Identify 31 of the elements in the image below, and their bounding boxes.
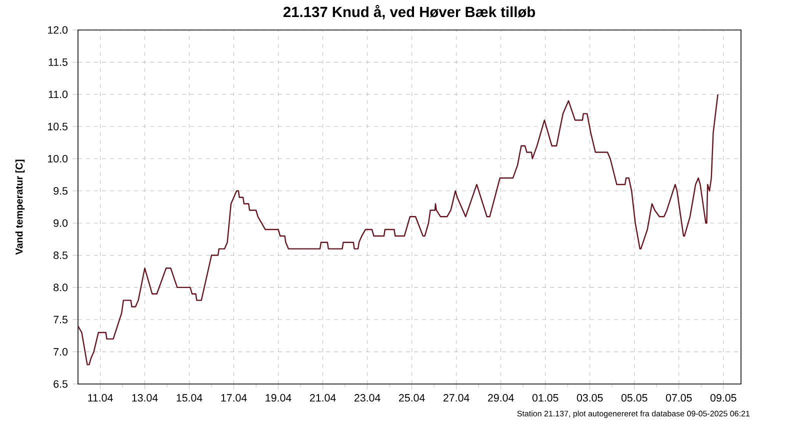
x-tick-label: 15.04 [176, 394, 202, 402]
x-tick-label: 09.05 [710, 394, 736, 402]
x-tick-label: 17.04 [221, 394, 247, 402]
x-tick-label: 05.05 [621, 394, 648, 402]
y-tick-label: 11.0 [48, 90, 68, 98]
x-tick-label: 29.04 [488, 394, 514, 402]
x-tick-label: 19.04 [266, 394, 292, 402]
y-tick-label: 7.0 [54, 348, 68, 356]
x-tick-label: 27.04 [444, 394, 470, 402]
chart-title: 21.137 Knud å, ved Høver Bæk tilløb [284, 4, 536, 20]
y-tick-label: 9.5 [54, 187, 68, 195]
y-tick-label: 9.0 [54, 219, 68, 227]
y-tick-label: 7.5 [54, 316, 68, 324]
x-tick-label: 07.05 [666, 394, 692, 402]
x-tick-label: 25.04 [399, 394, 425, 402]
y-tick-label: 6.5 [54, 380, 68, 388]
y-tick-label: 8.5 [54, 252, 68, 260]
y-tick-label: 10.5 [48, 122, 68, 130]
text: Station 21.137, plot autogenereret fra database 09-05-2025 06:21 [517, 410, 750, 418]
x-tick-label: 23.04 [354, 394, 380, 402]
y-tick-label: 8.0 [54, 284, 68, 292]
y-tick-label: 12.0 [48, 26, 68, 34]
line-series [78, 94, 718, 366]
x-tick-label: 01.05 [532, 394, 558, 402]
x-tick-label: 21.04 [310, 394, 336, 402]
x-tick-label: 13.04 [132, 394, 158, 402]
x-tick-label: 03.05 [576, 394, 603, 402]
y-tick-label: 10.0 [48, 154, 68, 162]
y-axis-title: Vand temperatur [C] [15, 160, 25, 255]
y-tick-label: 11.5 [48, 58, 68, 66]
x-tick-label: 11.04 [88, 394, 113, 402]
